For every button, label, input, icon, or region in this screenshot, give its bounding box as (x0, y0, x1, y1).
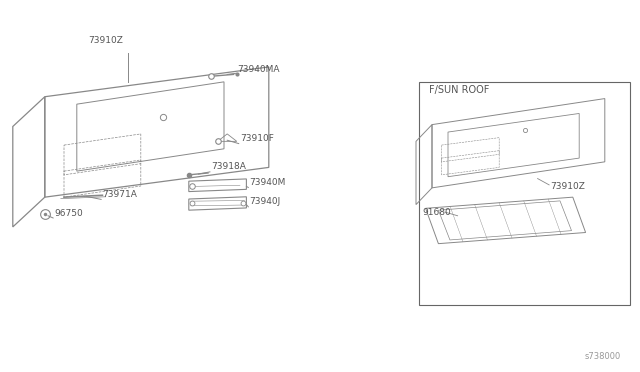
Text: 73910F: 73910F (240, 134, 274, 143)
Text: 73910Z: 73910Z (550, 182, 585, 190)
Text: 73910Z: 73910Z (88, 36, 123, 45)
Text: 73940MA: 73940MA (237, 65, 279, 74)
Polygon shape (189, 197, 246, 210)
Bar (419, 82, 630, 305)
Text: 73940J: 73940J (250, 198, 281, 206)
Text: 96750: 96750 (54, 209, 83, 218)
Text: 73918A: 73918A (211, 162, 246, 171)
Text: F/SUN ROOF: F/SUN ROOF (429, 85, 489, 95)
Text: s738000: s738000 (584, 352, 621, 361)
Text: 73940M: 73940M (250, 178, 286, 187)
Text: 73971A: 73971A (102, 190, 137, 199)
Polygon shape (189, 179, 246, 192)
Text: 91680: 91680 (422, 208, 451, 217)
